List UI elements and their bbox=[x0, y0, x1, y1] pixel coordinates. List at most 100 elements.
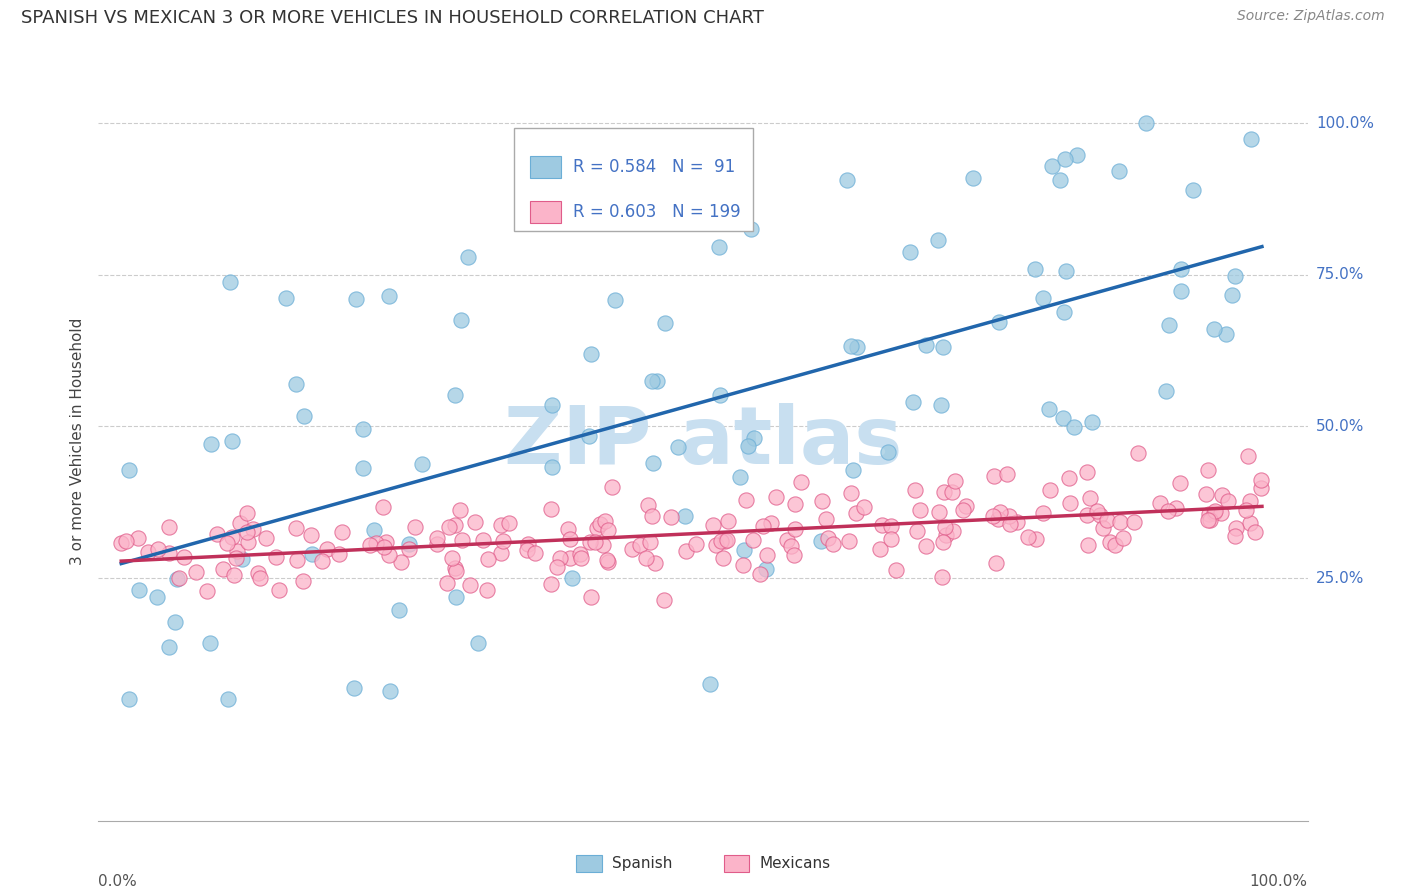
Point bbox=[1088, 508, 1111, 523]
Point bbox=[274, 291, 297, 305]
Point bbox=[1053, 304, 1076, 318]
Point bbox=[776, 533, 799, 547]
Point bbox=[440, 551, 463, 566]
Point bbox=[217, 692, 239, 706]
Point bbox=[596, 523, 619, 537]
Point bbox=[941, 485, 963, 500]
Point bbox=[810, 533, 832, 548]
Point bbox=[1059, 470, 1081, 484]
Point bbox=[1199, 513, 1222, 527]
Point bbox=[579, 590, 602, 604]
Point bbox=[477, 582, 499, 597]
Point bbox=[853, 500, 876, 514]
Point bbox=[765, 490, 787, 504]
Point bbox=[1215, 327, 1237, 342]
Point bbox=[238, 535, 260, 549]
Point bbox=[628, 538, 651, 552]
Point bbox=[224, 567, 246, 582]
Point bbox=[200, 436, 222, 450]
Point bbox=[1032, 291, 1054, 305]
Point bbox=[254, 531, 277, 545]
Point bbox=[915, 540, 938, 554]
Point bbox=[952, 503, 974, 517]
Point bbox=[579, 347, 602, 361]
Point bbox=[1239, 516, 1261, 530]
Point bbox=[685, 537, 707, 551]
Point bbox=[443, 561, 465, 575]
Text: SPANISH VS MEXICAN 3 OR MORE VEHICLES IN HOUSEHOLD CORRELATION CHART: SPANISH VS MEXICAN 3 OR MORE VEHICLES IN… bbox=[21, 9, 763, 27]
Point bbox=[491, 518, 513, 533]
Point bbox=[1007, 516, 1029, 530]
Point bbox=[285, 553, 308, 567]
Point bbox=[316, 542, 339, 557]
Point bbox=[870, 517, 893, 532]
Point bbox=[110, 536, 132, 550]
Point bbox=[699, 677, 721, 691]
Point bbox=[269, 583, 291, 598]
Point bbox=[927, 233, 949, 247]
Point bbox=[880, 532, 903, 546]
Point bbox=[928, 505, 950, 519]
Point bbox=[1039, 483, 1062, 498]
Point bbox=[378, 548, 401, 562]
Point bbox=[578, 428, 600, 442]
Point bbox=[540, 502, 562, 516]
Text: R = 0.584   N =  91: R = 0.584 N = 91 bbox=[572, 158, 735, 176]
Point bbox=[1157, 318, 1180, 333]
Point bbox=[998, 516, 1021, 531]
Point bbox=[449, 502, 471, 516]
Point bbox=[1209, 506, 1232, 520]
Point bbox=[905, 524, 928, 538]
Point bbox=[1085, 504, 1108, 518]
Point bbox=[404, 520, 426, 534]
Point bbox=[785, 497, 807, 511]
Point bbox=[235, 524, 257, 539]
Point bbox=[1234, 503, 1257, 517]
Point bbox=[1225, 521, 1247, 535]
Point bbox=[378, 684, 401, 698]
Point bbox=[1108, 163, 1130, 178]
Point bbox=[710, 533, 733, 548]
Text: 50.0%: 50.0% bbox=[1316, 419, 1364, 434]
Point bbox=[1077, 538, 1099, 552]
Point bbox=[1236, 449, 1258, 463]
Point bbox=[884, 563, 907, 577]
Point bbox=[987, 512, 1010, 526]
Point bbox=[755, 562, 778, 576]
Point bbox=[569, 550, 592, 565]
Point bbox=[1157, 504, 1180, 518]
Point bbox=[557, 522, 579, 536]
Point bbox=[1053, 152, 1076, 166]
Text: Source: ZipAtlas.com: Source: ZipAtlas.com bbox=[1237, 9, 1385, 23]
Point bbox=[845, 506, 868, 520]
Point bbox=[284, 376, 307, 391]
Point bbox=[157, 640, 180, 654]
Point bbox=[451, 533, 474, 547]
Point bbox=[221, 434, 243, 448]
Point bbox=[815, 512, 838, 526]
Point bbox=[583, 535, 606, 549]
Point bbox=[439, 520, 461, 534]
Point bbox=[1025, 532, 1047, 546]
Point bbox=[398, 537, 420, 551]
Point bbox=[1166, 501, 1188, 516]
Point bbox=[898, 245, 921, 260]
Point bbox=[983, 469, 1005, 483]
Point bbox=[218, 275, 240, 289]
Point bbox=[221, 530, 243, 544]
Point bbox=[1202, 322, 1225, 336]
Point bbox=[1108, 516, 1130, 530]
Point bbox=[471, 533, 494, 547]
Point bbox=[880, 519, 903, 533]
Point bbox=[666, 440, 689, 454]
Point bbox=[641, 374, 664, 388]
Point bbox=[118, 692, 141, 706]
Point bbox=[716, 533, 738, 547]
Point bbox=[146, 590, 169, 604]
Point bbox=[641, 456, 664, 470]
Point bbox=[935, 528, 957, 542]
Point bbox=[426, 537, 449, 551]
Point bbox=[1250, 481, 1272, 495]
Point bbox=[163, 615, 186, 629]
Text: R = 0.603   N = 199: R = 0.603 N = 199 bbox=[572, 203, 740, 221]
